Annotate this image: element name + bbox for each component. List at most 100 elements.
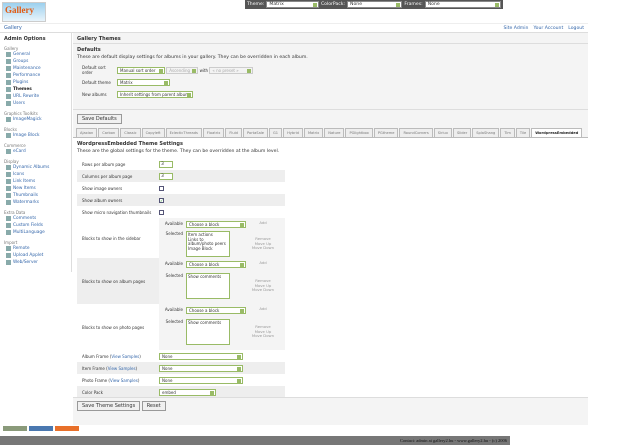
album-owners-checkbox[interactable]: ✓ bbox=[159, 197, 164, 203]
breadcrumb-gallery[interactable]: Gallery bbox=[4, 25, 22, 31]
sidebar-item[interactable]: Icons bbox=[4, 171, 67, 178]
sidebar-move-up-button[interactable]: Move Up bbox=[254, 240, 272, 246]
album-available-select[interactable]: Choose a block bbox=[186, 261, 246, 268]
tab-theme[interactable]: Carbon bbox=[98, 128, 120, 137]
sidebar-item[interactable]: Upload Applet bbox=[4, 252, 67, 259]
sidebar-item[interactable]: URL Rewrite bbox=[4, 93, 67, 100]
selected-block-item[interactable]: Links to album/photo peers bbox=[188, 236, 226, 247]
tab-theme[interactable]: Nature bbox=[324, 128, 345, 137]
selected-block-item[interactable]: Show comments bbox=[188, 274, 222, 279]
sidebar-item[interactable]: New Items bbox=[4, 185, 67, 192]
sidebar-selected-list[interactable]: Item actions Links to album/photo peers Im… bbox=[186, 231, 230, 257]
badge-icon[interactable] bbox=[29, 426, 53, 431]
sidebar-item[interactable]: Users bbox=[4, 100, 67, 107]
sidebar-item[interactable]: Web/Server bbox=[4, 259, 67, 266]
micro-nav-checkbox[interactable] bbox=[159, 209, 164, 215]
photo-available-select[interactable]: Choose a block bbox=[186, 307, 246, 314]
photo-selected-list[interactable]: Show comments bbox=[186, 319, 230, 345]
your-account-link[interactable]: Your Account bbox=[533, 25, 564, 31]
sidebar-item[interactable]: Thumbnails bbox=[4, 192, 67, 199]
columns-input[interactable]: 3 bbox=[159, 172, 173, 180]
tab-theme[interactable]: Ajaxian bbox=[76, 128, 98, 137]
photo-add-button[interactable]: Add bbox=[259, 306, 267, 311]
frames-select[interactable]: None bbox=[424, 1, 501, 8]
sidebar-available-select[interactable]: Choose a block bbox=[186, 221, 246, 228]
sidebar-item[interactable]: Groups bbox=[4, 58, 67, 65]
album-remove-button[interactable]: Remove bbox=[255, 278, 271, 283]
sidebar-item[interactable]: Plugins bbox=[4, 79, 67, 86]
badge-icon[interactable] bbox=[55, 426, 79, 431]
image-owners-checkbox[interactable] bbox=[159, 185, 164, 191]
album-selected-list[interactable]: Show comments bbox=[186, 273, 230, 299]
tab-theme[interactable]: Floatrix bbox=[202, 128, 225, 137]
tab-theme[interactable]: Copyleft bbox=[141, 128, 165, 137]
new-albums-select[interactable]: Inherit settings from parent album bbox=[117, 90, 193, 98]
with-label: with bbox=[199, 67, 209, 73]
secondary-sort-select[interactable]: « no preset » bbox=[209, 66, 254, 74]
tab-theme[interactable]: Fluid bbox=[225, 128, 242, 137]
selected-block-item[interactable]: Item actions bbox=[188, 232, 213, 237]
album-frame-samples-link[interactable]: View Samples bbox=[111, 353, 140, 359]
sidebar-item[interactable]: ImageMagick bbox=[4, 116, 67, 123]
sort-direction-select[interactable]: Ascending bbox=[166, 66, 199, 74]
tab-theme[interactable]: EclecticThreads bbox=[165, 128, 202, 137]
selected-block-item[interactable]: Image Block bbox=[188, 245, 213, 251]
photo-move-down-button[interactable]: Move Down bbox=[251, 333, 275, 338]
tab-theme[interactable]: RoundCorners bbox=[399, 128, 433, 137]
item-frame-select[interactable]: None bbox=[159, 364, 243, 372]
logout-link[interactable]: Logout bbox=[568, 25, 584, 31]
colorpack-setting-select[interactable]: embed bbox=[159, 388, 216, 396]
save-defaults-button[interactable]: Save Defaults bbox=[77, 114, 122, 124]
sidebar-item[interactable]: Performance bbox=[4, 72, 67, 79]
sidebar-item[interactable]: Themes bbox=[4, 86, 67, 93]
tab-theme[interactable]: Siriux bbox=[433, 128, 452, 137]
tab-theme[interactable]: Tim bbox=[500, 128, 515, 137]
reset-button[interactable]: Reset bbox=[141, 401, 166, 411]
sidebar-item[interactable]: Maintenance bbox=[4, 65, 67, 72]
album-frame-select[interactable]: None bbox=[159, 352, 243, 360]
sidebar-item[interactable]: Remote bbox=[4, 245, 67, 252]
selected-block-item[interactable]: Show comments bbox=[188, 320, 222, 325]
theme-label: Theme: bbox=[247, 2, 265, 7]
album-move-up-button[interactable]: Move Up bbox=[254, 282, 272, 288]
album-add-button[interactable]: Add bbox=[259, 260, 267, 265]
tab-theme[interactable]: Tile bbox=[515, 128, 531, 137]
sidebar-item[interactable]: Comments bbox=[4, 215, 67, 222]
tab-theme[interactable]: Matrix bbox=[303, 128, 324, 137]
sidebar-move-down-button[interactable]: Move Down bbox=[251, 245, 275, 250]
photo-remove-button[interactable]: Remove bbox=[255, 324, 271, 329]
colorpack-select[interactable]: None bbox=[347, 1, 403, 8]
sidebar-item[interactable]: Watermarks bbox=[4, 199, 67, 206]
album-move-down-button[interactable]: Move Down bbox=[251, 287, 275, 292]
sort-order-select[interactable]: Manual sort order bbox=[117, 66, 165, 74]
sidebar-item[interactable]: Image Block bbox=[4, 132, 67, 139]
sidebar-item[interactable]: Link Items bbox=[4, 178, 67, 185]
tab-theme[interactable]: PortaSale bbox=[242, 128, 268, 137]
sidebar-item[interactable]: eCard bbox=[4, 148, 67, 155]
default-theme-select[interactable]: Matrix bbox=[117, 78, 170, 86]
photo-frame-samples-link[interactable]: View Samples bbox=[110, 377, 138, 383]
tab-theme[interactable]: Slider bbox=[452, 128, 472, 137]
sidebar-item[interactable]: Dynamic Albums bbox=[4, 164, 67, 171]
photo-move-up-button[interactable]: Move Up bbox=[254, 328, 272, 334]
tab-theme[interactable]: Hybrid bbox=[283, 128, 303, 137]
sidebar-remove-button[interactable]: Remove bbox=[255, 236, 271, 241]
badge-icon[interactable] bbox=[3, 426, 27, 431]
photo-frame-select[interactable]: None bbox=[159, 376, 243, 384]
theme-select[interactable]: Matrix bbox=[266, 1, 319, 8]
sidebar-item[interactable]: General bbox=[4, 51, 67, 58]
rows-input[interactable]: 3 bbox=[159, 160, 173, 168]
sidebar-item[interactable]: Custom Fields bbox=[4, 222, 67, 229]
site-admin-link[interactable]: Site Admin bbox=[503, 25, 529, 31]
gallery-logo[interactable]: Gallery bbox=[2, 2, 46, 22]
tab-theme[interactable]: WordpressEmbedded bbox=[531, 128, 583, 137]
tab-theme[interactable]: G1 bbox=[269, 128, 283, 137]
tab-theme[interactable]: SplaShang bbox=[472, 128, 500, 137]
tab-theme[interactable]: PGlightbox bbox=[345, 128, 373, 137]
save-theme-settings-button[interactable]: Save Theme Settings bbox=[77, 401, 141, 411]
sidebar-add-button[interactable]: Add bbox=[259, 220, 267, 225]
tab-theme[interactable]: Classic bbox=[120, 128, 141, 137]
tab-theme[interactable]: PGtheme bbox=[373, 128, 399, 137]
sidebar-item[interactable]: MultiLanguage bbox=[4, 229, 67, 236]
item-frame-samples-link[interactable]: View Samples bbox=[107, 365, 136, 371]
